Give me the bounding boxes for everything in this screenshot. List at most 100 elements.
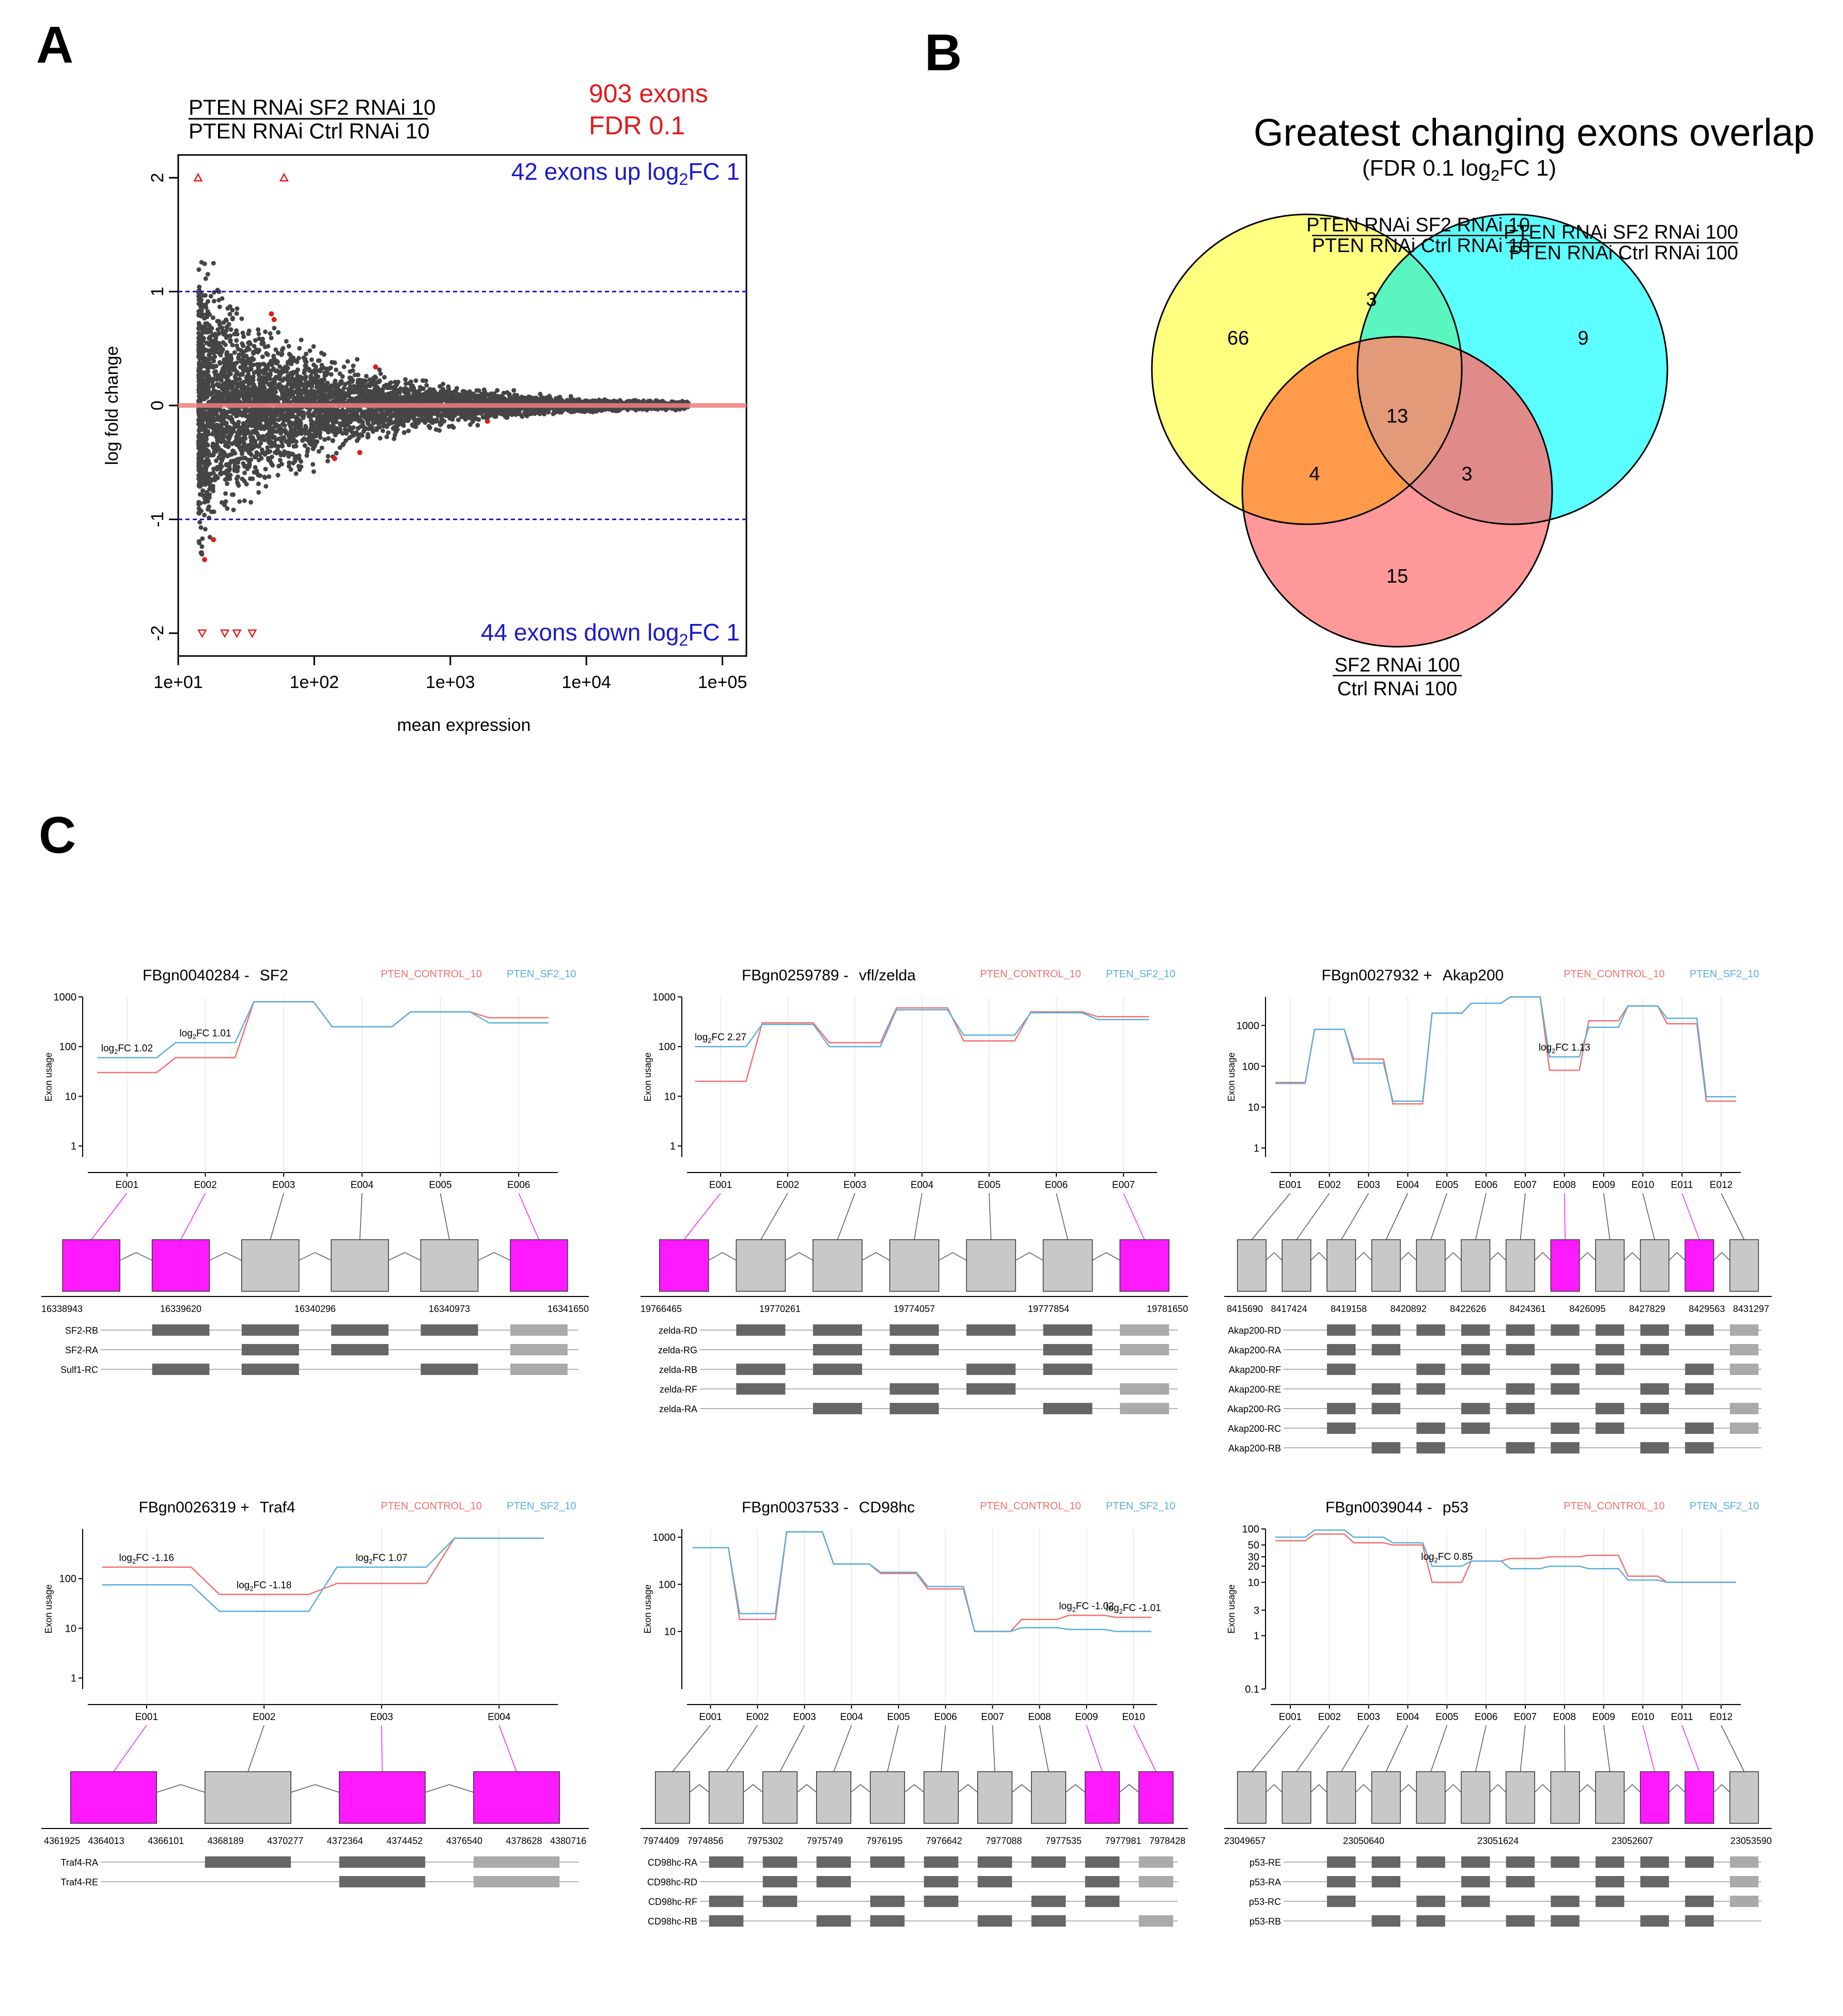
point — [204, 465, 209, 470]
point — [309, 442, 314, 447]
point — [248, 365, 253, 370]
point — [246, 331, 251, 336]
point — [196, 336, 201, 341]
point — [316, 358, 321, 363]
point — [219, 464, 224, 469]
point — [257, 444, 262, 449]
point — [259, 388, 263, 394]
point — [293, 471, 299, 476]
point — [206, 507, 211, 512]
point — [221, 367, 226, 372]
point — [270, 435, 275, 440]
point — [339, 381, 344, 386]
point — [262, 475, 268, 480]
point — [291, 444, 296, 449]
point — [234, 328, 239, 333]
point — [203, 293, 208, 298]
point — [259, 413, 264, 418]
point — [354, 412, 359, 417]
point — [245, 458, 251, 462]
point — [211, 358, 216, 364]
point — [392, 436, 397, 441]
point — [364, 373, 369, 379]
point — [355, 396, 360, 401]
point — [257, 364, 262, 368]
point — [303, 387, 308, 392]
point — [204, 305, 209, 310]
point — [388, 390, 394, 396]
point — [405, 418, 411, 424]
point — [332, 360, 337, 365]
point — [235, 468, 240, 474]
point — [328, 365, 333, 370]
point — [333, 378, 338, 383]
point — [216, 289, 222, 294]
point — [369, 426, 374, 431]
point — [374, 407, 379, 412]
point — [197, 456, 202, 460]
point — [218, 325, 223, 330]
sig-count-label: 903 exons — [589, 79, 708, 108]
point — [218, 471, 223, 476]
point — [239, 348, 244, 353]
point — [341, 364, 347, 369]
point — [202, 396, 207, 401]
point — [269, 335, 274, 340]
point — [199, 552, 205, 557]
point — [312, 368, 317, 373]
point — [355, 357, 360, 362]
point — [301, 355, 306, 361]
point — [345, 415, 350, 420]
point — [272, 325, 277, 331]
point — [218, 352, 223, 357]
point — [238, 359, 243, 364]
point — [273, 347, 278, 352]
point — [279, 415, 284, 420]
point — [252, 370, 257, 376]
point — [207, 312, 212, 317]
point — [217, 451, 223, 457]
point — [258, 421, 263, 427]
ma-points — [196, 260, 691, 562]
point — [224, 422, 229, 427]
point — [274, 413, 279, 418]
point — [210, 483, 215, 489]
point — [347, 389, 352, 394]
point — [235, 306, 240, 311]
point — [213, 369, 218, 374]
point — [256, 458, 261, 462]
point — [378, 371, 383, 376]
point — [234, 338, 239, 343]
point — [306, 380, 311, 385]
point — [360, 433, 365, 438]
sig-point — [269, 311, 274, 317]
point — [223, 443, 228, 448]
point — [213, 335, 218, 340]
point — [394, 392, 399, 397]
point — [261, 362, 266, 367]
point — [206, 385, 211, 390]
point — [398, 411, 403, 416]
point — [207, 492, 212, 497]
point — [389, 395, 395, 400]
point — [326, 417, 332, 423]
point — [287, 413, 292, 418]
point — [459, 414, 464, 419]
point — [287, 460, 292, 465]
point — [458, 392, 463, 397]
point — [317, 431, 322, 436]
point — [204, 432, 209, 437]
point — [256, 327, 261, 332]
point — [409, 384, 414, 389]
point — [305, 411, 310, 416]
point — [220, 372, 225, 378]
point — [427, 425, 432, 430]
point — [252, 455, 257, 460]
point — [358, 419, 364, 424]
point — [247, 393, 252, 398]
point — [334, 428, 339, 433]
point — [344, 392, 349, 397]
point — [290, 372, 295, 377]
ma-header-denominator: PTEN RNAi Ctrl RNAi 10 — [189, 119, 430, 143]
point — [208, 334, 213, 339]
